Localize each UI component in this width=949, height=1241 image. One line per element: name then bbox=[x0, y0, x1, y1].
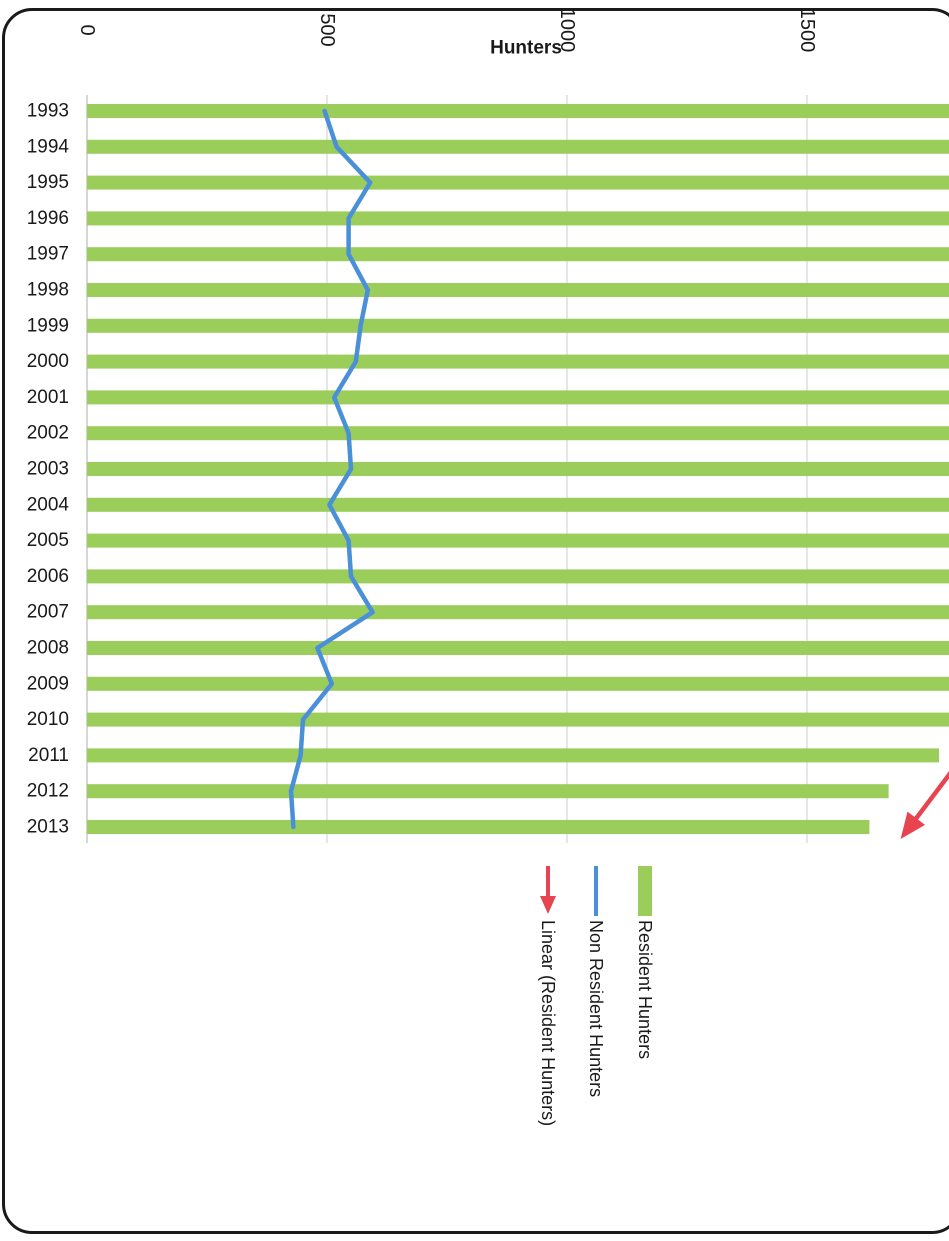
bar-resident-2011 bbox=[87, 748, 939, 763]
bar-resident-2010 bbox=[87, 712, 949, 727]
y-tick-label: 2002 bbox=[27, 423, 69, 444]
y-tick-label: 2000 bbox=[27, 351, 69, 372]
y-tick-label: 2004 bbox=[27, 494, 70, 515]
bar-resident-2003 bbox=[87, 462, 949, 476]
y-tick-label: 1996 bbox=[27, 208, 69, 229]
bar-resident-2002 bbox=[87, 426, 949, 441]
bar-resident-1998 bbox=[87, 283, 949, 297]
legend-symbol bbox=[540, 866, 556, 914]
bar-resident-2006 bbox=[87, 569, 949, 584]
y-tick-label: 2012 bbox=[27, 781, 69, 802]
y-tick-label: 2003 bbox=[27, 459, 69, 480]
bar-resident-1995 bbox=[87, 175, 949, 190]
x-tick-label: 1500 bbox=[796, 8, 818, 53]
chart-frame bbox=[2, 8, 949, 1234]
trendline-arrowhead bbox=[900, 811, 926, 839]
x-tick-label: 1000 bbox=[556, 8, 578, 53]
bar-resident-2009 bbox=[87, 676, 949, 691]
y-tick-label: 1994 bbox=[27, 136, 70, 157]
y-tick-label: 2010 bbox=[27, 709, 69, 730]
bar-resident-2008 bbox=[87, 641, 949, 655]
y-tick-label: 2013 bbox=[27, 817, 69, 838]
y-tick-label: 1997 bbox=[27, 244, 69, 265]
y-tick-label: 1998 bbox=[27, 280, 69, 301]
y-tick-label: 2011 bbox=[28, 745, 69, 766]
bar-resident-2012 bbox=[87, 784, 889, 799]
x-tick-label: 0 bbox=[76, 24, 98, 35]
y-tick-label: 1993 bbox=[27, 101, 69, 122]
line-non-resident bbox=[288, 108, 375, 830]
y-tick-label: 2008 bbox=[27, 638, 69, 659]
y-tick-label: 1995 bbox=[27, 172, 69, 193]
y-tick-label: 1999 bbox=[27, 315, 69, 336]
legend-label: Non Resident Hunters bbox=[586, 920, 606, 1097]
bar-resident-1993 bbox=[87, 104, 949, 118]
bar-resident-2001 bbox=[87, 390, 949, 405]
x-tick-label: 500 bbox=[316, 13, 338, 46]
bar-resident-2004 bbox=[87, 497, 949, 512]
bar-resident-1996 bbox=[87, 211, 949, 226]
x-axis-title: Hunters bbox=[490, 38, 562, 59]
bar-resident-2005 bbox=[87, 533, 949, 548]
legend-label: Resident Hunters bbox=[635, 920, 655, 1059]
legend-label: Linear (Resident Hunters) bbox=[538, 920, 558, 1126]
legend-symbol bbox=[638, 866, 652, 916]
bar-resident-2007 bbox=[87, 605, 949, 620]
y-tick-label: 2001 bbox=[27, 387, 69, 408]
bar-resident-1999 bbox=[87, 318, 949, 333]
bar-resident-1994 bbox=[87, 139, 949, 154]
y-tick-label: 2007 bbox=[27, 602, 69, 623]
y-tick-label: 2006 bbox=[27, 566, 69, 587]
y-tick-label: 2005 bbox=[27, 530, 69, 551]
bar-resident-2000 bbox=[87, 354, 949, 369]
bar-resident-1997 bbox=[87, 247, 949, 262]
bar-resident-2013 bbox=[87, 820, 870, 834]
y-tick-label: 2009 bbox=[27, 673, 69, 694]
